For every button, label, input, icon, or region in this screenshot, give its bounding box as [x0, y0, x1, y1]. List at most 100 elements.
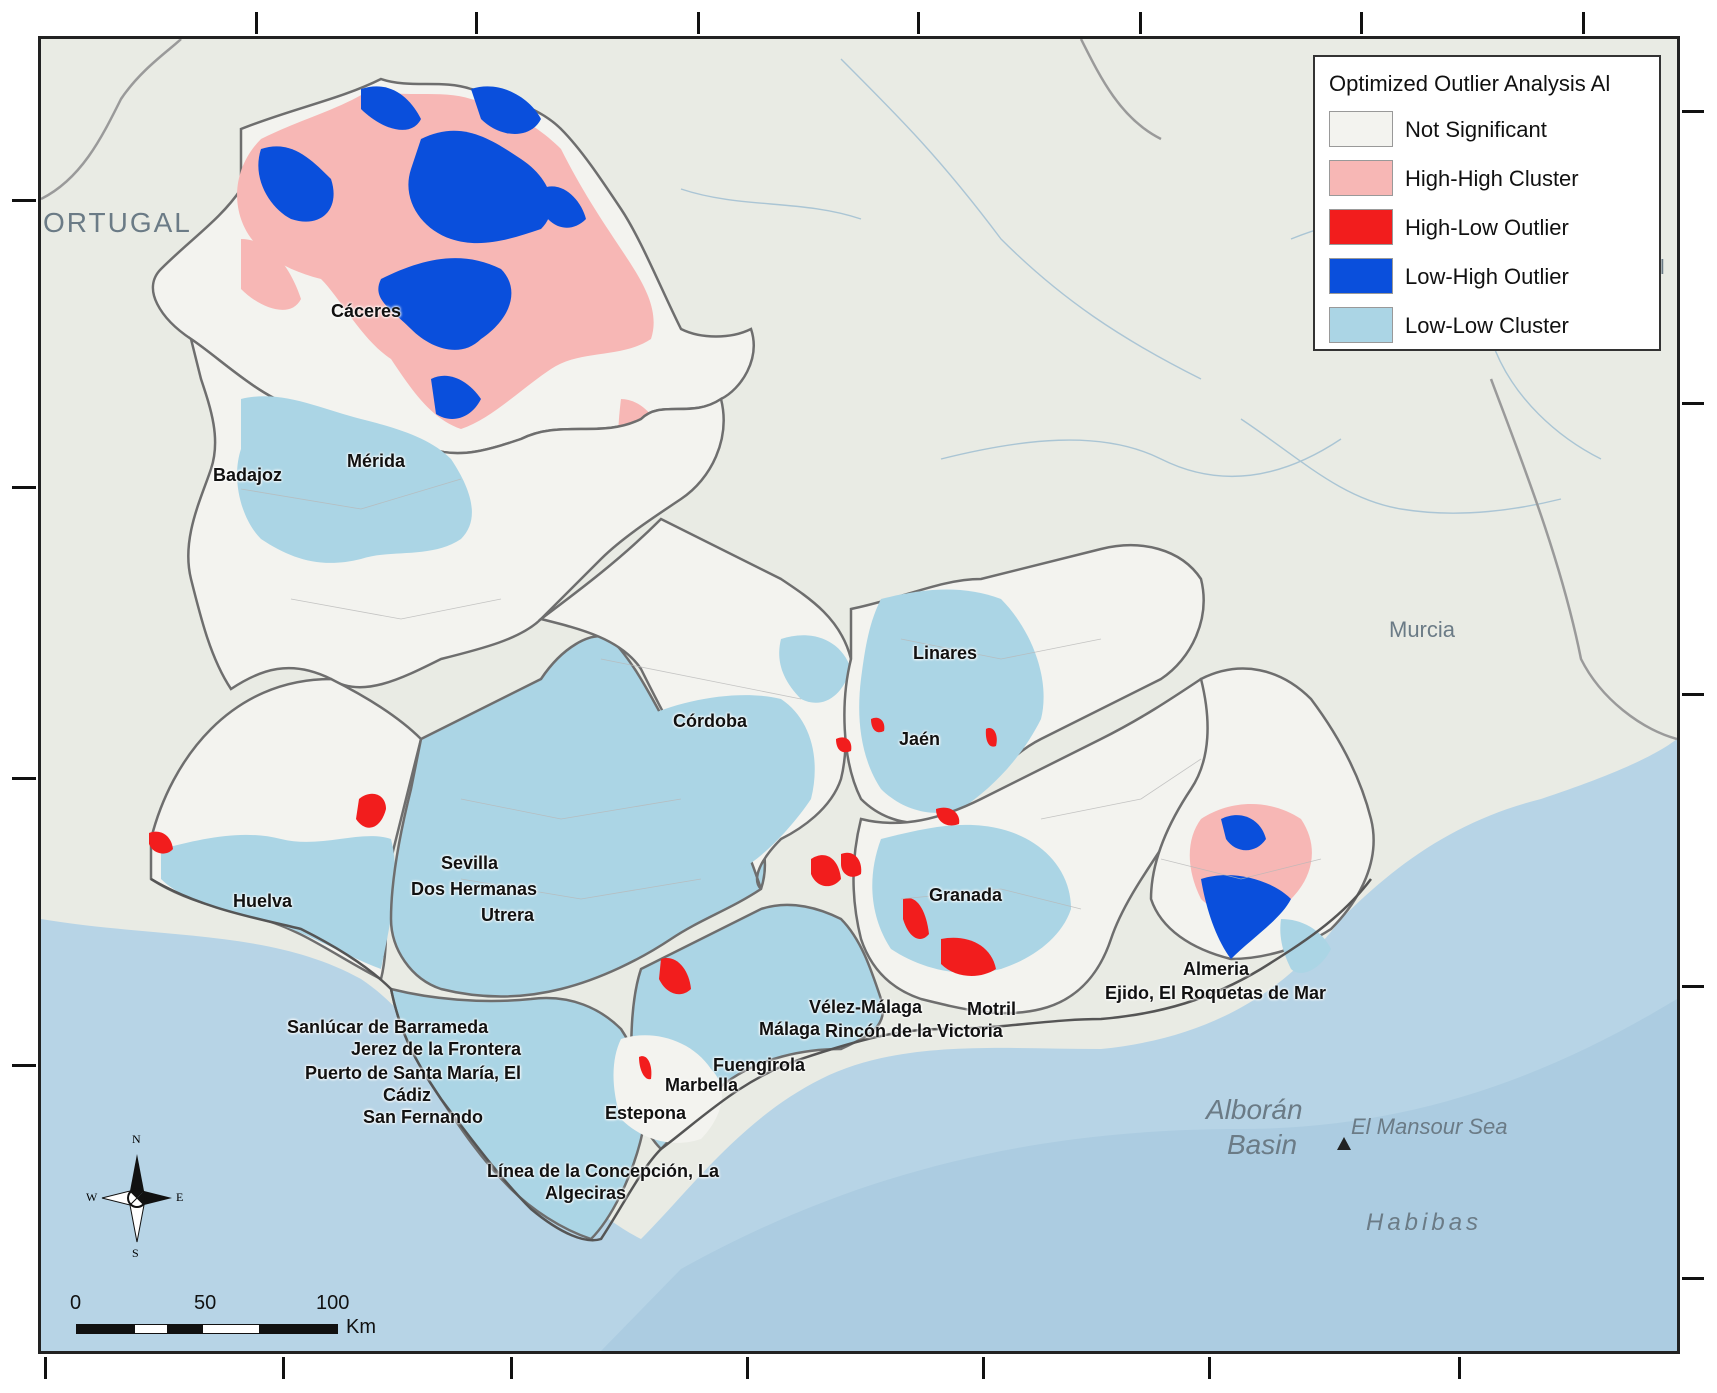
scale-segment-4: [202, 1324, 260, 1334]
legend-swatch-high-high: [1329, 160, 1393, 196]
place-rincon[interactable]: Rincón de la Victoria: [825, 1021, 1003, 1041]
scale-segment-2: [134, 1324, 168, 1334]
place-jaen[interactable]: Jaén: [899, 729, 941, 749]
legend-item-low-high: Low-High Outlier: [1329, 258, 1649, 294]
outlier-lh-north-1: [258, 146, 334, 222]
tick-top-1: [475, 12, 478, 34]
tick-right-3: [1682, 985, 1704, 988]
place-velez-malaga[interactable]: Vélez-Málaga: [809, 997, 923, 1017]
place-malaga[interactable]: Málaga: [759, 1019, 821, 1039]
compass-w: W: [86, 1190, 98, 1204]
place-cordoba[interactable]: Córdoba: [673, 711, 747, 731]
place-sevilla[interactable]: Sevilla: [441, 853, 499, 873]
sea-deep: [601, 999, 1677, 1351]
tick-top-0: [255, 12, 258, 34]
tick-bottom-5: [1208, 1357, 1211, 1379]
place-badajoz[interactable]: Badajoz: [213, 465, 283, 485]
place-linea[interactable]: Línea de la Concepción, La: [487, 1161, 720, 1181]
outlier-lh-north-3: [408, 130, 552, 244]
legend-label-low-low: Low-Low Cluster: [1405, 313, 1569, 338]
place-merida[interactable]: Mérida: [347, 451, 406, 471]
scale-bar: 0 50 100 Km: [70, 1292, 376, 1352]
tick-bottom-0: [44, 1357, 47, 1379]
place-sanlucar[interactable]: Sanlúcar de Barrameda: [287, 1017, 489, 1037]
scale-segment-5: [260, 1324, 338, 1334]
tick-bottom-6: [1458, 1357, 1461, 1379]
tick-left-3: [12, 1064, 36, 1067]
legend-label-high-low: High-Low Outlier: [1405, 215, 1569, 240]
compass-icon: [101, 1154, 172, 1243]
seamount-marker-icon: [1337, 1137, 1351, 1150]
place-san-fernando[interactable]: San Fernando: [363, 1107, 484, 1127]
place-caceres[interactable]: Cáceres: [331, 301, 402, 321]
cluster-ll-almeria: [1280, 919, 1331, 973]
legend-item-high-high: High-High Cluster: [1329, 160, 1649, 196]
cluster-ll-merida: [237, 396, 472, 563]
scale-tick-50: 50: [194, 1292, 217, 1314]
place-almeria[interactable]: Almeria: [1183, 959, 1250, 979]
place-dos-hermanas[interactable]: Dos Hermanas: [411, 879, 538, 899]
place-motril[interactable]: Motril: [967, 999, 1016, 1019]
cluster-ll-cordoba: [641, 695, 815, 869]
legend-swatch-low-high: [1329, 258, 1393, 294]
tick-left-0: [12, 199, 36, 202]
legend-item-not-significant: Not Significant: [1329, 111, 1649, 147]
tick-right-1: [1682, 402, 1704, 405]
place-marbella[interactable]: Marbella: [665, 1075, 739, 1095]
basemap-label-habibas: Habibas: [1366, 1209, 1483, 1236]
cluster-ll-cordoba-n: [779, 635, 851, 703]
place-utrera[interactable]: Utrera: [481, 905, 535, 925]
tick-bottom-1: [282, 1357, 285, 1379]
place-jerez[interactable]: Jerez de la Frontera: [351, 1039, 522, 1059]
compass-n: N: [132, 1132, 141, 1146]
tick-top-6: [1582, 12, 1585, 34]
outlier-lh-almeria-2: [1201, 875, 1291, 959]
cluster-ll-jaen: [859, 589, 1044, 813]
tick-right-0: [1682, 110, 1704, 113]
place-fuengirola[interactable]: Fuengirola: [713, 1055, 806, 1075]
basemap-label-mansour: El Mansour Sea: [1351, 1114, 1508, 1139]
place-granada[interactable]: Granada: [929, 885, 1003, 905]
tick-top-4: [1139, 12, 1142, 34]
legend-item-high-low: High-Low Outlier: [1329, 209, 1649, 245]
compass-s: S: [132, 1246, 139, 1260]
outlier-lh-north-4: [471, 86, 541, 134]
scale-tick-0: 0: [70, 1292, 82, 1314]
place-ejido[interactable]: Ejido, El: [1105, 983, 1177, 1003]
legend: Optimized Outlier Analysis Al Not Signif…: [1313, 55, 1661, 351]
place-linares[interactable]: Linares: [913, 643, 978, 663]
scale-unit: Km: [346, 1316, 376, 1338]
tick-bottom-3: [746, 1357, 749, 1379]
legend-item-low-low: Low-Low Cluster: [1329, 307, 1649, 343]
legend-label-low-high: Low-High Outlier: [1405, 264, 1569, 289]
outlier-lh-east: [541, 186, 586, 228]
place-huelva[interactable]: Huelva: [233, 891, 293, 911]
coastline: [150, 877, 1372, 1242]
basemap-borders: [41, 39, 1677, 741]
place-algeciras[interactable]: Algeciras: [545, 1183, 627, 1203]
basemap-label-murcia: Murcia: [1389, 617, 1456, 642]
tick-top-3: [917, 12, 920, 34]
legend-swatch-high-low: [1329, 209, 1393, 245]
outlier-lh-almeria-1: [1221, 815, 1266, 851]
outlier-lh-center: [378, 258, 512, 350]
north-arrow: N S E W: [86, 1132, 183, 1260]
tick-left-2: [12, 777, 36, 780]
tick-right-4: [1682, 1277, 1704, 1280]
place-cadiz[interactable]: Cádiz: [383, 1085, 432, 1105]
tick-bottom-2: [510, 1357, 513, 1379]
tick-top-5: [1360, 12, 1363, 34]
scale-segment-1: [76, 1324, 134, 1334]
legend-swatch-not-significant: [1329, 111, 1393, 147]
map-canvas[interactable]: [41, 39, 1677, 1351]
legend-swatch-low-low: [1329, 307, 1393, 343]
tick-top-2: [697, 12, 700, 34]
cluster-hh-west: [241, 239, 301, 310]
basemap-label-alboran: Alborán: [1206, 1094, 1303, 1125]
legend-label-not-significant: Not Significant: [1405, 117, 1547, 142]
outlier-lh-north-2: [361, 86, 421, 130]
place-estepona[interactable]: Estepona: [605, 1103, 687, 1123]
place-puerto[interactable]: Puerto de Santa María, El: [305, 1063, 522, 1083]
place-roquetas[interactable]: Roquetas de Mar: [1181, 983, 1327, 1003]
legend-label-high-high: High-High Cluster: [1405, 166, 1579, 191]
